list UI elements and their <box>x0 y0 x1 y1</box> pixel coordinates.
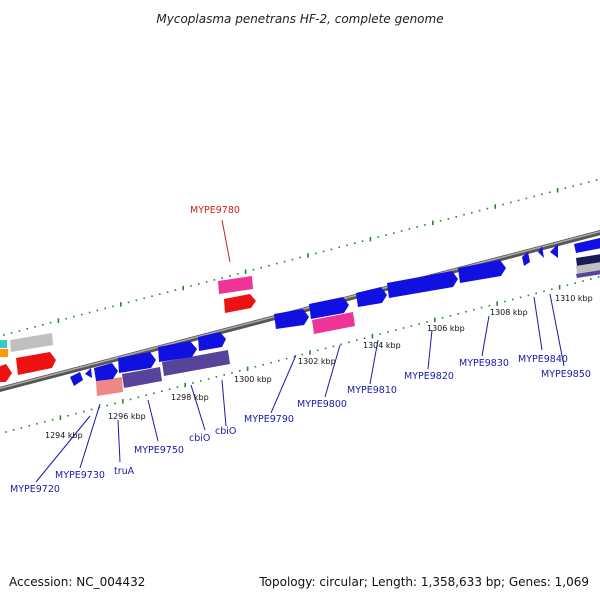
gene-feature-gray-left[interactable] <box>10 333 53 352</box>
gene-label-cbiO-2[interactable]: cbiO <box>215 426 236 437</box>
gene-feature-MYPE9850a[interactable] <box>538 246 544 258</box>
upper-tick-row <box>2 179 598 336</box>
gene-feature-MYPE9820[interactable] <box>387 271 458 298</box>
map-title: Mycoplasma penetrans HF-2, complete geno… <box>156 12 443 26</box>
gene-feature-MYPE9830[interactable] <box>458 260 506 283</box>
gene-feature-MYPE9840[interactable] <box>522 252 530 266</box>
gene-label-MYPE9850[interactable]: MYPE9850 <box>541 369 591 380</box>
scale-label-1310: 1310 kbp <box>555 294 593 303</box>
gene-label-truA[interactable]: truA <box>114 466 135 477</box>
scale-label-1304: 1304 kbp <box>363 341 401 350</box>
gene-label-MYPE9820[interactable]: MYPE9820 <box>404 371 454 382</box>
gene-label-MYPE9750[interactable]: MYPE9750 <box>134 445 184 456</box>
scale-label-1302: 1302 kbp <box>298 357 336 366</box>
gene-label-MYPE9720[interactable]: MYPE9720 <box>10 484 60 495</box>
label-leader-lines <box>35 219 565 483</box>
gene-feature-navy-right[interactable] <box>576 254 600 266</box>
gene-feature-cyan-left[interactable] <box>0 340 7 348</box>
gene-feature-MYPE9790[interactable] <box>274 309 309 329</box>
scale-label-1300: 1300 kbp <box>234 375 272 384</box>
gene-feature-red-left-2[interactable] <box>16 352 56 375</box>
gene-feature-MYPE9850b[interactable] <box>550 244 558 258</box>
gene-feature-MYPE9810[interactable] <box>356 287 387 307</box>
scale-label-1294: 1294 kbp <box>45 431 83 440</box>
gene-feature-red-9780b[interactable] <box>224 294 256 313</box>
gene-feature-MYPE9750[interactable] <box>118 352 156 373</box>
gene-label-MYPE9790[interactable]: MYPE9790 <box>244 414 294 425</box>
gene-label-cbiO-1[interactable]: cbiO <box>189 433 210 444</box>
gene-feature-purple-right[interactable] <box>576 270 600 278</box>
scale-label-1298: 1298 kbp <box>171 393 209 402</box>
gene-feature-purple-1[interactable] <box>122 367 162 388</box>
gene-label-MYPE9780[interactable]: MYPE9780 <box>190 205 240 216</box>
scale-label-1308: 1308 kbp <box>490 308 528 317</box>
gene-feature-MYPE9800[interactable] <box>312 312 355 334</box>
gene-label-MYPE9840[interactable]: MYPE9840 <box>518 354 568 365</box>
gene-label-MYPE9830[interactable]: MYPE9830 <box>459 358 509 369</box>
gene-feature-orange-left[interactable] <box>0 349 8 357</box>
gene-label-MYPE9810[interactable]: MYPE9810 <box>347 385 397 396</box>
gene-feature-red-left-1[interactable] <box>0 364 12 382</box>
gene-label-MYPE9800[interactable]: MYPE9800 <box>297 399 347 410</box>
gene-feature-cbiO-2[interactable] <box>198 332 226 351</box>
gene-feature-truA[interactable] <box>96 377 123 396</box>
gene-label-MYPE9730[interactable]: MYPE9730 <box>55 470 105 481</box>
gene-feature-MYPE9780[interactable] <box>218 276 253 294</box>
gene-feature-purple-2[interactable] <box>162 350 230 376</box>
scale-label-1306: 1306 kbp <box>427 324 465 333</box>
genome-summary-text: Topology: circular; Length: 1,358,633 bp… <box>258 575 589 589</box>
scale-labels: 1294 kbp 1296 kbp 1298 kbp 1300 kbp 1302… <box>45 294 593 440</box>
gene-feature-right-edge[interactable] <box>574 238 600 253</box>
gene-feature-gray-right[interactable] <box>576 262 600 274</box>
forward-strand-features <box>70 238 600 386</box>
gene-feature-MYPE9800b[interactable] <box>309 297 349 319</box>
gene-feature-MYPE9730[interactable] <box>94 363 118 381</box>
scale-label-1296: 1296 kbp <box>108 412 146 421</box>
gene-feature-cbiO-1[interactable] <box>158 341 197 362</box>
lower-tick-row <box>5 276 600 433</box>
gene-labels: MYPE9720 MYPE9730 truA MYPE9750 cbiO cbi… <box>10 205 591 495</box>
accession-text: Accession: NC_004432 <box>9 575 145 589</box>
gene-feature-small-2[interactable] <box>85 368 92 378</box>
gene-feature-small-1[interactable] <box>70 372 83 386</box>
reverse-strand-features <box>0 254 600 396</box>
